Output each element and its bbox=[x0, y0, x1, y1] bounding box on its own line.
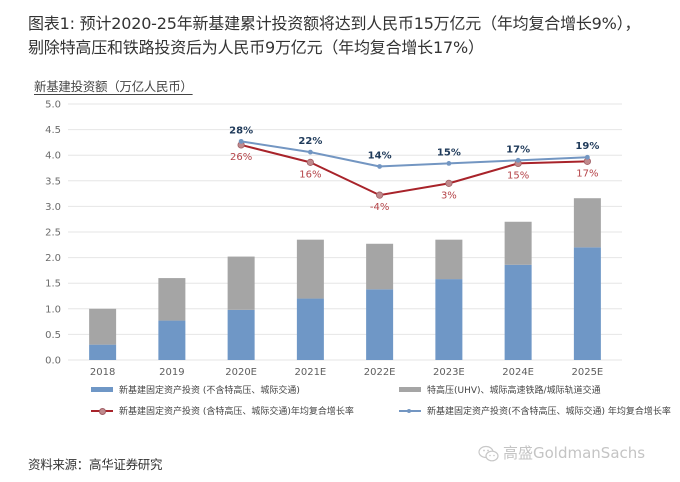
bar-uhv-rail bbox=[366, 243, 394, 290]
y-tick-label: 5.0 bbox=[45, 100, 61, 111]
marker-blue bbox=[446, 160, 452, 166]
x-tick-label: 2024E bbox=[502, 367, 534, 378]
x-tick-label: 2020E bbox=[225, 367, 257, 378]
y-tick-label: 4.0 bbox=[45, 151, 61, 162]
bars bbox=[89, 198, 601, 360]
legend-label: 特高压(UHV)、城际高速铁路/城际轨道交通 bbox=[427, 386, 601, 396]
x-tick-label: 2019 bbox=[159, 367, 184, 378]
marker-red bbox=[376, 191, 384, 199]
marker-blue bbox=[584, 154, 590, 160]
legend-swatch-blue-bar bbox=[91, 387, 113, 392]
data-label-blue: 17% bbox=[506, 144, 530, 155]
marker-blue bbox=[307, 149, 313, 155]
gridlines bbox=[68, 103, 622, 361]
bar-uhv-rail bbox=[504, 221, 532, 265]
data-label-blue: 19% bbox=[575, 141, 599, 152]
y-tick-label: 0.0 bbox=[45, 356, 61, 367]
legend-swatch-red-line bbox=[91, 407, 113, 415]
y-tick-label: 0.5 bbox=[45, 330, 61, 341]
x-tick-label: 2021E bbox=[294, 367, 326, 378]
legend-item-core-investment: 新基建固定资产投资 (不含特高压、城际交通) bbox=[91, 383, 300, 396]
bar-core-investment bbox=[158, 320, 186, 360]
data-label-red: 16% bbox=[299, 169, 321, 180]
bar-core-investment bbox=[435, 279, 463, 360]
chart-title: 图表1: 预计2020-25年新基建累计投资额将达到人民币15万亿元（年均复合增… bbox=[28, 12, 668, 60]
marker-red bbox=[445, 179, 453, 187]
bar-core-investment bbox=[504, 264, 532, 360]
x-axis-ticks: 2018 2019 2020E 2021E 2022E 2023E 2024E 2025E bbox=[90, 367, 603, 378]
y-tick-label: 4.5 bbox=[45, 125, 61, 136]
line-red-cagr bbox=[240, 143, 588, 197]
lines bbox=[237, 138, 591, 199]
y-tick-label: 1.0 bbox=[45, 304, 61, 315]
data-label-blue: 15% bbox=[437, 147, 461, 158]
bar-uhv-rail bbox=[296, 239, 324, 299]
bar-uhv-rail bbox=[227, 256, 255, 310]
y-tick-label: 2.5 bbox=[45, 228, 61, 239]
wechat-icon bbox=[478, 445, 500, 463]
y-axis-title: 新基建投资额（万亿人民币） bbox=[34, 79, 193, 94]
chart-canvas: 0.00.51.01.52.02.53.03.54.04.55.0 2018 20… bbox=[45, 100, 622, 378]
chart-title-line-1: 图表1: 预计2020-25年新基建累计投资额将达到人民币15万亿元（年均复合增… bbox=[28, 14, 641, 33]
bar-core-investment bbox=[366, 289, 394, 360]
legend-item-blue-cagr: 新基建固定资产投资(不含特高压、城际交通) 年均复合增长率 bbox=[399, 404, 671, 417]
x-tick-label: 2023E bbox=[433, 367, 465, 378]
marker-blue bbox=[515, 157, 521, 163]
bar-uhv-rail bbox=[89, 308, 117, 345]
bar-uhv-rail bbox=[158, 278, 186, 321]
line-blue-cagr bbox=[240, 140, 588, 168]
legend-item-red-cagr: 新基建固定资产投资 (含特高压、城际交通)年均复合增长率 bbox=[91, 404, 354, 417]
x-tick-label: 2025E bbox=[571, 367, 603, 378]
legend-label: 新基建固定资产投资 (不含特高压、城际交通) bbox=[119, 386, 300, 396]
bar-core-investment bbox=[89, 344, 117, 360]
data-label-red: -4% bbox=[370, 202, 389, 213]
data-label-blue: 22% bbox=[298, 136, 322, 147]
bar-core-investment bbox=[227, 309, 255, 360]
y-tick-label: 3.5 bbox=[45, 176, 61, 187]
legend-item-uhv-rail: 特高压(UHV)、城际高速铁路/城际轨道交通 bbox=[399, 383, 601, 396]
legend-label: 新基建固定资产投资(不含特高压、城际交通) 年均复合增长率 bbox=[427, 407, 671, 417]
bar-core-investment bbox=[296, 298, 324, 360]
data-labels: 26% 16% -4% 3% 15% 17% 28% 22% 14% 15% 17% 19% bbox=[229, 125, 599, 213]
bar-uhv-rail bbox=[435, 239, 463, 280]
y-tick-label: 2.0 bbox=[45, 253, 61, 264]
legend-label: 新基建固定资产投资 (含特高压、城际交通)年均复合增长率 bbox=[119, 407, 354, 417]
data-label-blue: 14% bbox=[368, 150, 392, 161]
data-label-blue: 28% bbox=[229, 125, 253, 136]
watermark-text: 高盛GoldmanSachs bbox=[503, 444, 646, 462]
legend-swatch-gray-bar bbox=[399, 387, 421, 392]
y-axis-ticks: 0.0 0.5 1.0 1.5 2.0 2.5 3.0 3.5 4.0 4.5 5.0 bbox=[45, 100, 61, 367]
marker-blue bbox=[377, 164, 383, 169]
x-tick-label: 2018 bbox=[90, 367, 115, 378]
bar-core-investment bbox=[573, 247, 601, 360]
data-label-red: 26% bbox=[230, 152, 252, 163]
source-note: 资料来源：高华证券研究 bbox=[28, 457, 163, 472]
y-tick-label: 1.5 bbox=[45, 279, 61, 290]
data-label-red: 3% bbox=[441, 190, 457, 201]
data-label-red: 17% bbox=[576, 168, 598, 179]
chart-title-line-2: 剔除特高压和铁路投资后为人民币9万亿元（年均复合增长17%） bbox=[28, 38, 484, 57]
y-tick-label: 3.0 bbox=[45, 202, 61, 213]
watermark: 高盛GoldmanSachs bbox=[478, 442, 645, 463]
x-tick-label: 2022E bbox=[364, 367, 396, 378]
bar-uhv-rail bbox=[573, 198, 601, 248]
legend-swatch-blue-line bbox=[399, 408, 421, 413]
marker-red bbox=[306, 158, 314, 166]
marker-blue bbox=[238, 138, 244, 144]
data-label-red: 15% bbox=[507, 170, 529, 181]
